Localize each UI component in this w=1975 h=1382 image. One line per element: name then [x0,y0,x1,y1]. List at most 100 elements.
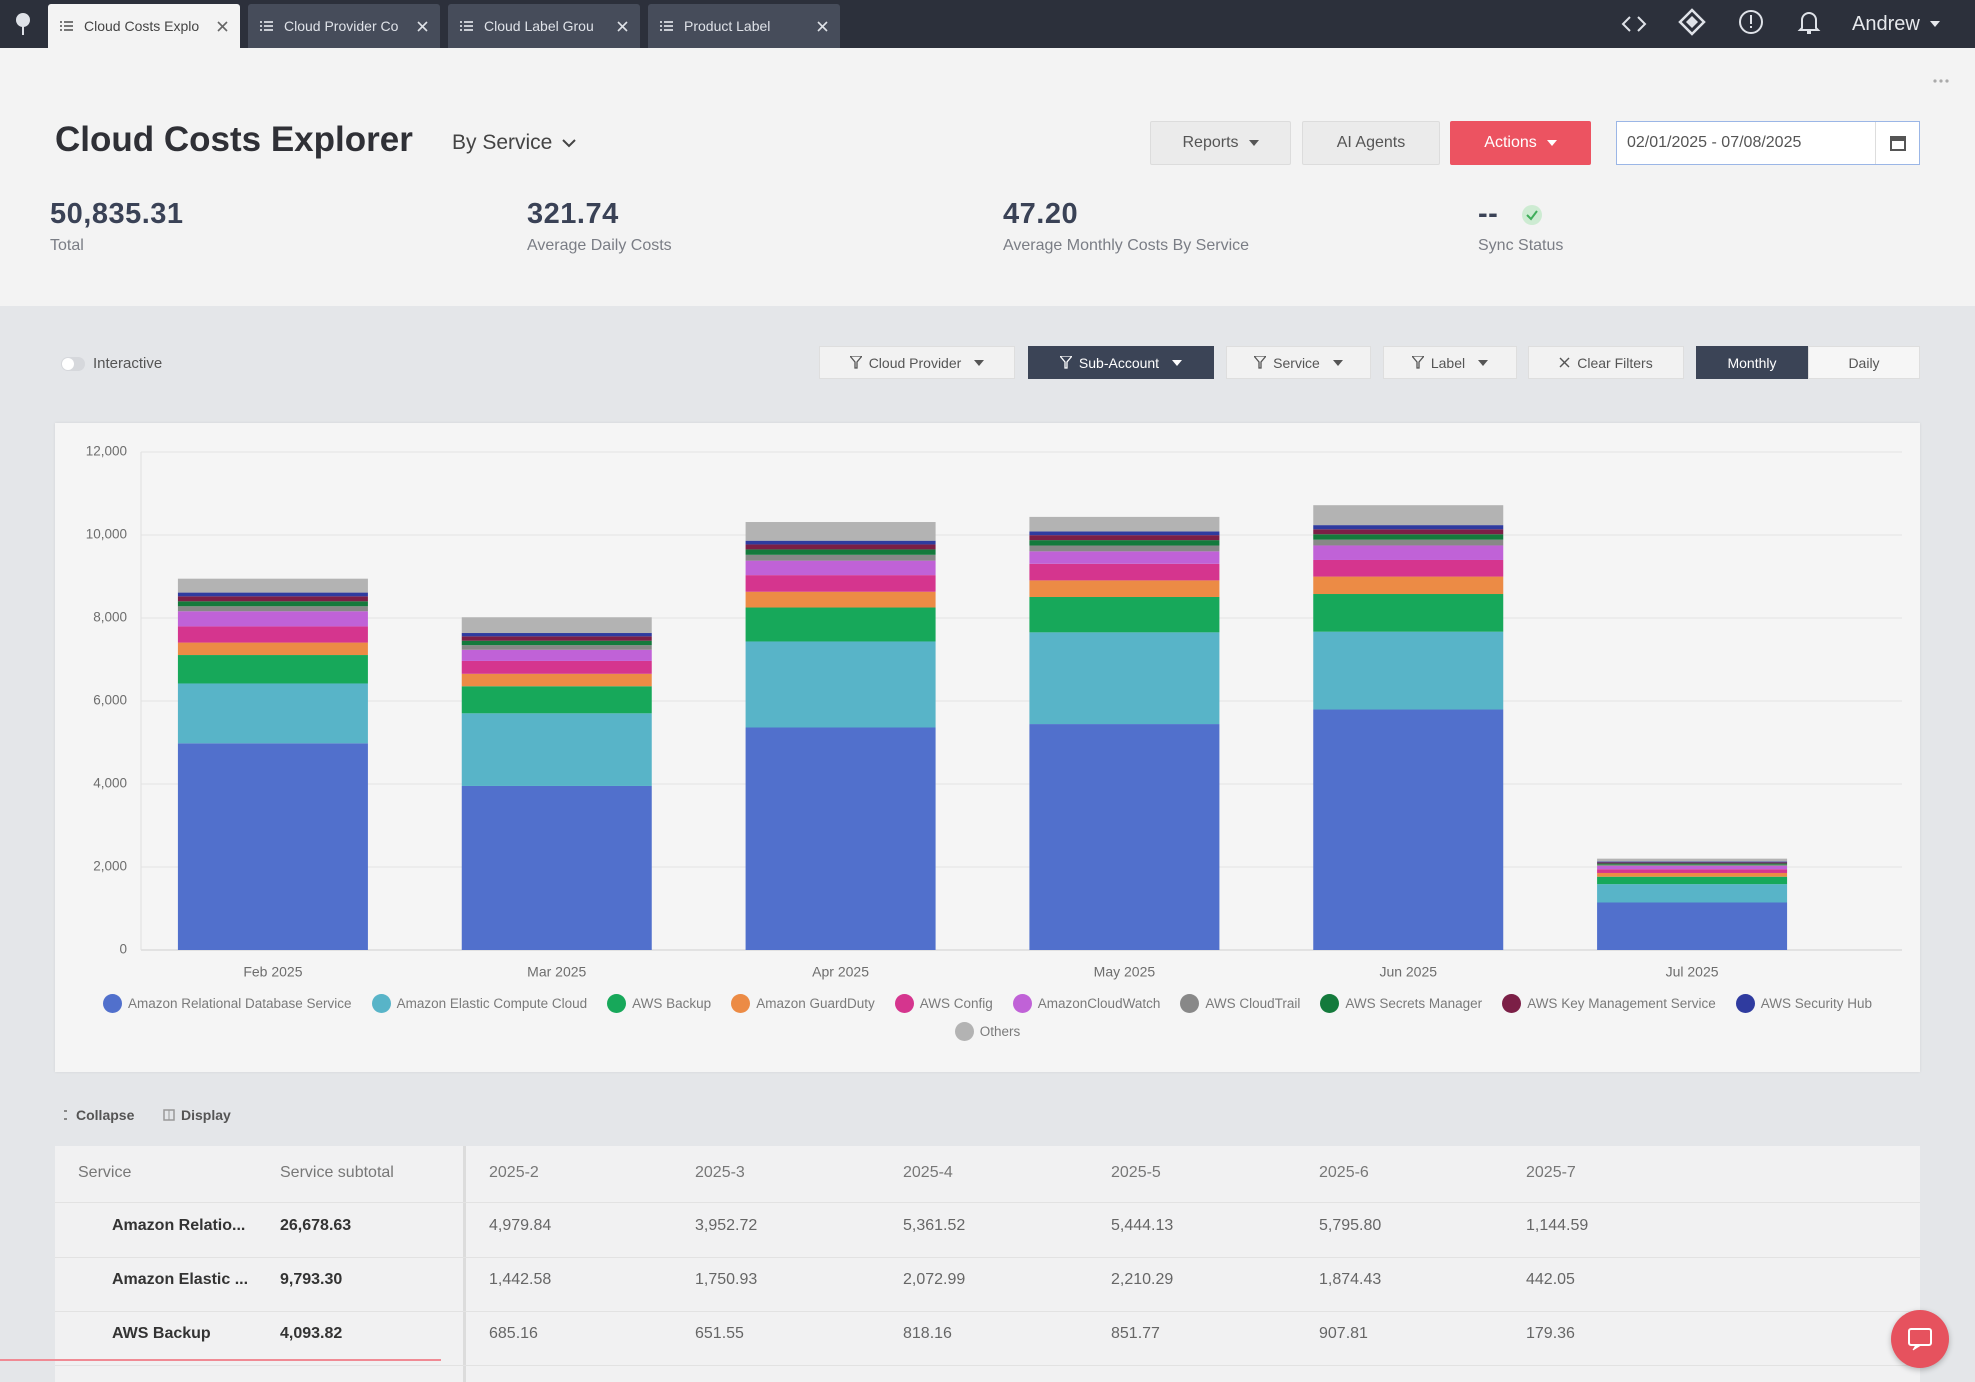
interactive-toggle[interactable]: Interactive [61,355,162,372]
row-key-cell: 9,793.30 [280,1271,343,1288]
bar-segment [1313,525,1504,530]
bar-segment [745,554,936,561]
legend-item[interactable]: AWS CloudTrail [1180,993,1300,1013]
legend-item[interactable]: Amazon GuardDuty [731,993,875,1013]
calendar-icon[interactable] [1875,122,1919,164]
list-icon [460,21,473,31]
y-tick-label: 10,000 [86,527,127,542]
value-cell: 5,444.13 [1111,1217,1174,1234]
ai-agents-button[interactable]: AI Agents [1302,121,1440,165]
date-range-input[interactable]: 02/01/2025 - 07/08/2025 [1616,121,1920,165]
bar-segment [1029,596,1220,633]
bar-segment [1313,594,1504,632]
legend-item[interactable]: AWS Backup [607,993,711,1013]
bar-segment [1313,539,1504,546]
bar-segment [1597,862,1788,864]
tab[interactable]: Cloud Label Grou [448,4,640,48]
pin-icon[interactable] [14,12,32,36]
bar-segment [177,578,368,593]
toggle-switch[interactable] [61,356,85,371]
filter-label: Sub-Account [1078,354,1160,371]
legend-item[interactable]: AmazonCloudWatch [1012,993,1160,1013]
chat-button[interactable] [1891,1310,1949,1368]
more-menu[interactable] [1932,78,1950,84]
tab-label: Cloud Costs Explo [84,18,200,34]
tab[interactable]: Product Label [648,4,840,48]
clear-filters-button[interactable]: Clear Filters [1528,346,1684,379]
reports-button[interactable]: Reports [1150,121,1291,165]
user-menu[interactable]: Andrew [1852,8,1940,40]
bar-segment [177,592,368,597]
bell-icon[interactable] [1796,8,1822,38]
close-icon[interactable] [617,21,628,32]
value-cell: 1,442.58 [489,1271,552,1288]
button-label: Actions [1484,134,1537,151]
legend-swatch [1180,993,1200,1013]
bar-segment [1597,876,1788,885]
legend-item[interactable]: Amazon Relational Database Service [102,993,352,1013]
diamond-icon[interactable] [1678,8,1706,38]
legend-label: AWS Config [919,995,993,1011]
legend-swatch [731,993,751,1013]
legend-swatch [1735,993,1755,1013]
tab[interactable]: Cloud Costs Explo [48,4,240,48]
y-tick-label: 12,000 [86,444,127,459]
close-icon[interactable] [417,21,428,32]
bar-segment [1029,540,1220,546]
filter-button[interactable]: Cloud Provider [819,346,1015,379]
column-header: 2025-6 [1319,1164,1369,1181]
bar-segment [1597,902,1788,950]
filter-button[interactable]: Service [1226,346,1371,379]
y-tick-label: 8,000 [93,610,127,625]
column-header: Service subtotal [280,1164,394,1181]
filter-label: Label [1430,354,1466,371]
frozen-divider [463,1146,466,1382]
legend-item[interactable]: Amazon Elastic Compute Cloud [371,993,587,1013]
code-icon[interactable] [1620,12,1648,36]
bar-segment [1597,858,1788,862]
collapse-control[interactable]: Collapse [62,1107,134,1123]
actions-button[interactable]: Actions [1450,121,1591,165]
bar-segment [745,522,936,541]
info-icon[interactable] [1737,8,1765,38]
row-divider [55,1257,1920,1258]
bar-segment [177,596,368,602]
tab[interactable]: Cloud Provider Co [248,4,440,48]
close-icon[interactable] [217,21,228,32]
bar-segment [1029,580,1220,597]
value-cell: 5,361.52 [903,1217,966,1234]
filter-button[interactable]: Label [1383,346,1517,379]
close-icon[interactable] [817,21,828,32]
filter-icon [1254,356,1267,369]
legend-item[interactable]: Others [954,1021,1020,1041]
view-selector[interactable]: By Service [452,131,577,155]
value-cell: 2,072.99 [903,1271,966,1288]
legend-item[interactable]: AWS Config [894,993,993,1013]
bar-segment [1597,865,1788,870]
y-tick-label: 2,000 [93,859,127,874]
value-cell: 818.16 [903,1325,952,1342]
clear-label: Clear Filters [1577,354,1653,371]
value-cell: 907.81 [1319,1325,1368,1342]
tab-label: Cloud Label Grou [484,18,594,34]
x-tick-label: Mar 2025 [527,964,586,980]
period-button[interactable]: Monthly [1696,346,1808,379]
legend: Amazon Relational Database Service Amazon… [85,993,1890,1041]
bar-segment [177,601,368,607]
value-cell: 5,795.80 [1319,1217,1382,1234]
sync-ok-icon [1522,205,1542,225]
column-header: 2025-5 [1111,1164,1161,1181]
period-button[interactable]: Daily [1808,346,1920,379]
legend-item[interactable]: AWS Secrets Manager [1320,993,1482,1013]
column-header: 2025-4 [903,1164,953,1181]
bar-segment [745,727,936,950]
kpi-value: 321.74 [527,198,619,230]
display-control[interactable]: Display [163,1107,231,1123]
legend-label: AWS Secrets Manager [1345,995,1483,1011]
bar-segment [745,544,936,550]
legend-item[interactable]: AWS Security Hub [1735,993,1872,1013]
filter-button[interactable]: Sub-Account [1028,346,1214,379]
list-icon [660,21,673,31]
legend-item[interactable]: AWS Key Management Service [1502,993,1716,1013]
tab-label: Product Label [684,18,771,34]
